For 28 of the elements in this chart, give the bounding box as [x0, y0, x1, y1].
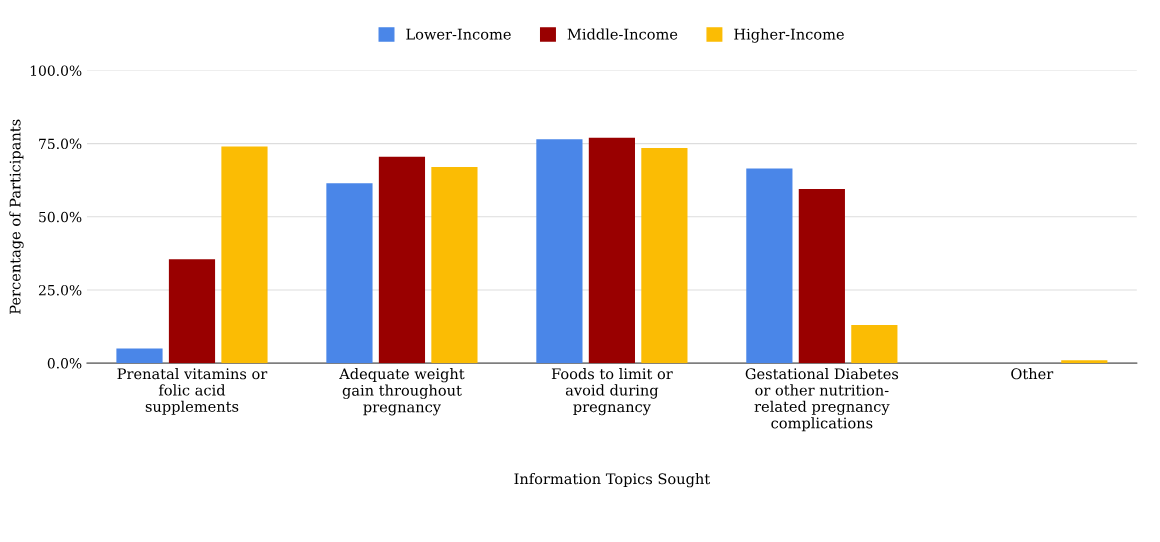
bar	[431, 167, 478, 364]
y-axis-title: Percentage of Participants	[9, 119, 24, 314]
bar	[746, 168, 793, 364]
x-tick-label: Foods to limit or avoid during pregnancy	[551, 368, 673, 416]
bar	[798, 189, 845, 364]
bar	[168, 259, 216, 364]
x-tick-label: Prenatal vitamins or folic acid supplements	[117, 368, 268, 415]
x-tick-label: Adequate weight gain throughout pregnancy	[339, 368, 465, 416]
x-axis-title: Information Topics Sought	[514, 472, 711, 488]
y-tick-label: 75.0%	[39, 138, 82, 150]
y-tick-label: 25.0%	[38, 284, 82, 296]
bar	[588, 137, 635, 364]
bar	[1061, 360, 1108, 364]
y-tick-label: 100.0%	[30, 65, 82, 76]
x-tick-label: Gestational Diabetes or other nutrition- related pregnancy complications	[745, 368, 899, 432]
bar	[326, 183, 373, 364]
legend-label: Lower-Income	[406, 28, 511, 40]
y-tick-label: 0.0%	[47, 358, 82, 369]
x-tick-label: Other	[1011, 368, 1054, 380]
bar	[378, 156, 426, 364]
legend-label: Higher-Income	[734, 28, 844, 43]
y-tick-label: 50.0%	[39, 211, 82, 223]
bar	[221, 146, 268, 364]
bar	[851, 325, 898, 364]
bar	[116, 348, 163, 364]
bar	[641, 148, 688, 364]
legend-label: Middle-Income	[567, 28, 678, 40]
bar	[536, 139, 583, 364]
